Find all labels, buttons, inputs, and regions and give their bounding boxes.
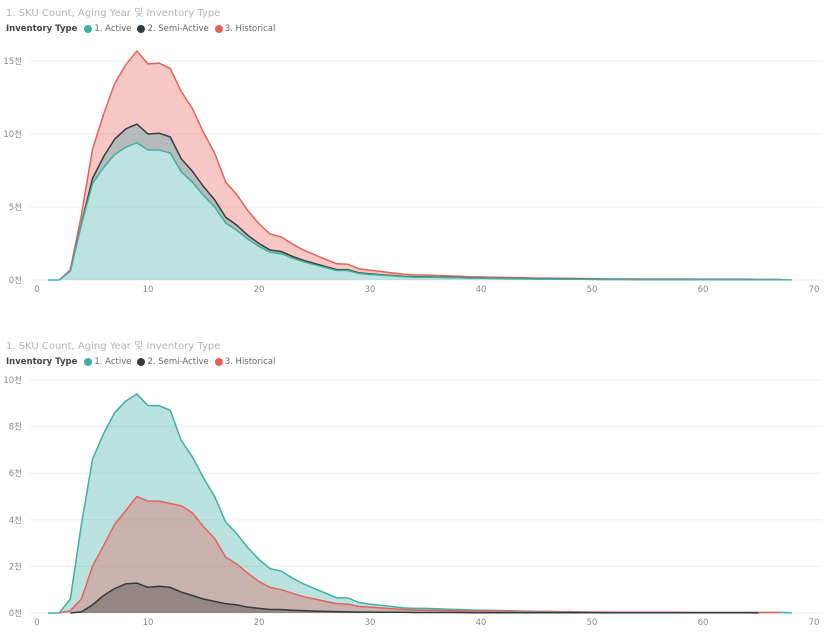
- y-tick-label: 6천: [9, 468, 22, 479]
- x-tick-label: 0: [34, 618, 39, 628]
- x-tick-label: 50: [587, 285, 598, 295]
- y-tick-label: 0천: [9, 608, 22, 619]
- x-tick-label: 70: [809, 285, 820, 295]
- legend-title: Inventory Type: [6, 24, 78, 34]
- historical-dot-icon: [214, 358, 223, 366]
- chart-1: 0천 5천 10천 15천 0 10 20 30 40 50 60 70: [3, 49, 822, 295]
- area-semi: [70, 124, 759, 280]
- x-tick-label: 60: [698, 285, 709, 295]
- active-dot-icon: [84, 358, 93, 366]
- x-tick-label: 30: [365, 285, 376, 295]
- semi-active-dot-icon: [137, 358, 146, 366]
- active-dot-icon: [84, 25, 93, 33]
- y-tick-label: 10천: [3, 129, 22, 140]
- y-tick-label: 4천: [9, 515, 22, 526]
- legend-label: 2. Semi-Active: [147, 24, 209, 34]
- x-tick-label: 10: [143, 285, 154, 295]
- x-tick-label: 50: [587, 618, 598, 628]
- area-historical: [59, 51, 781, 281]
- y-tick-label: 15천: [3, 56, 22, 67]
- area-historical: [59, 496, 781, 613]
- legend-item-semi-active[interactable]: 2. Semi-Active: [137, 357, 209, 367]
- y-tick-label: 0천: [9, 275, 22, 286]
- x-tick-label: 40: [476, 618, 487, 628]
- legend-item-active[interactable]: 1. Active: [84, 24, 131, 34]
- legend-label: 3. Historical: [224, 24, 276, 34]
- semi-active-dot-icon: [137, 25, 146, 33]
- area-active: [48, 142, 792, 280]
- x-tick-label: 10: [143, 618, 154, 628]
- x-tick-label: 60: [698, 618, 709, 628]
- x-tick-label: 20: [254, 285, 265, 295]
- y-tick-label: 10천: [3, 375, 22, 386]
- legend-label: 1. Active: [94, 357, 132, 367]
- chart-2-legend: Inventory Type 1. Active 2. Semi-Active …: [6, 357, 278, 367]
- chart-2: 0천 2천 4천 6천 8천 10천 0 10 20 30 40 50 60 70: [3, 375, 822, 628]
- x-tick-label: 30: [365, 618, 376, 628]
- legend-item-active[interactable]: 1. Active: [84, 357, 131, 367]
- chart-1-legend: Inventory Type 1. Active 2. Semi-Active …: [6, 24, 278, 34]
- y-tick-label: 8천: [9, 422, 22, 433]
- line-active: [48, 141, 792, 281]
- legend-label: 2. Semi-Active: [147, 357, 209, 367]
- legend-label: 1. Active: [94, 24, 132, 34]
- legend-item-semi-active[interactable]: 2. Semi-Active: [137, 24, 209, 34]
- x-tick-label: 70: [809, 618, 820, 628]
- area-semi: [70, 583, 759, 613]
- x-tick-label: 0: [34, 285, 39, 295]
- y-tick-label: 2천: [9, 561, 22, 572]
- legend-label: 3. Historical: [224, 357, 276, 367]
- legend-title: Inventory Type: [6, 357, 78, 367]
- legend-item-historical[interactable]: 3. Historical: [214, 24, 276, 34]
- line-semi: [70, 582, 759, 614]
- area-active: [48, 393, 792, 613]
- historical-dot-icon: [214, 25, 223, 33]
- x-tick-label: 20: [254, 618, 265, 628]
- chart-2-title: 1. SKU Count, Aging Year 및 Inventory Typ…: [6, 341, 221, 352]
- y-tick-label: 5천: [9, 202, 22, 213]
- legend-item-historical[interactable]: 3. Historical: [214, 357, 276, 367]
- x-tick-label: 40: [476, 285, 487, 295]
- chart-1-title: 1. SKU Count, Aging Year 및 Inventory Typ…: [6, 8, 221, 19]
